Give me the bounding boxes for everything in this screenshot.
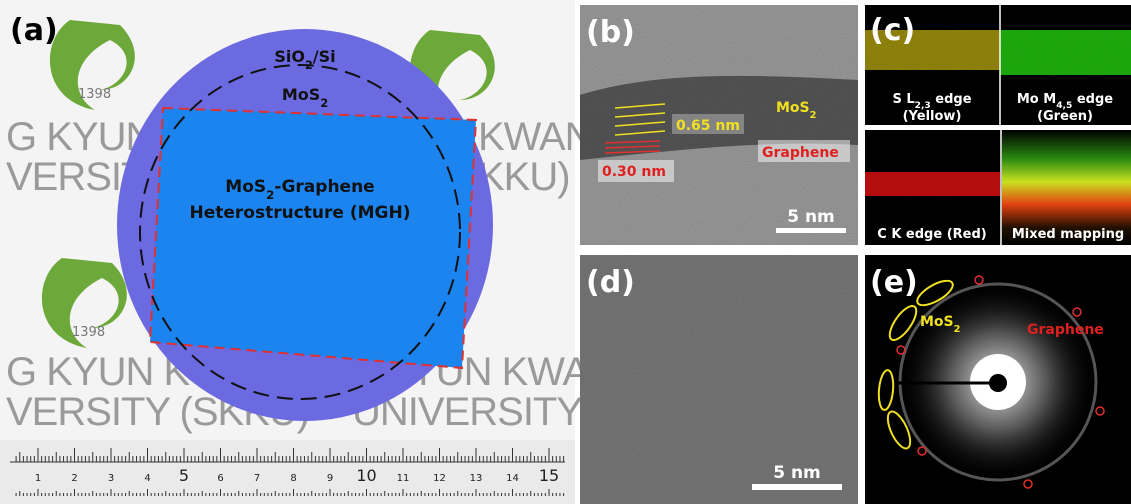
figure: G KYUN K VERSITY KWAN (SKKU) G KYUN KWA …: [0, 0, 1131, 504]
ruler-label: 10: [356, 466, 376, 485]
ruler-label: 2: [71, 473, 77, 484]
watermark: KWAN: [478, 115, 593, 159]
text-part: 2: [810, 110, 817, 121]
scale-bar: [776, 228, 846, 233]
text-part: -Graphene: [274, 177, 374, 197]
edge-label: Mixed mapping: [1012, 227, 1124, 242]
text-part: edge: [931, 92, 972, 107]
panel-label: (c): [870, 13, 915, 48]
ruler-label: 14: [506, 473, 519, 484]
panel-label: (b): [586, 15, 635, 50]
mgh-region: [150, 108, 476, 368]
mgh-label: Heterostructure (MGH): [190, 203, 411, 223]
ruler-label: 11: [397, 473, 410, 484]
logo-year: 1398: [78, 87, 111, 102]
ruler-label: 4: [144, 473, 150, 484]
ruler-label: 6: [217, 473, 223, 484]
text-part: 2: [320, 97, 328, 110]
ruler-label: 7: [254, 473, 260, 484]
text-part: Mo M: [1017, 92, 1056, 107]
ruler-label: 3: [108, 473, 114, 484]
scale-bar: [752, 484, 842, 490]
ruler-label: 15: [539, 466, 559, 485]
text-part: /Si: [313, 47, 336, 66]
spacing-label: 0.30 nm: [602, 164, 666, 180]
edge-label: (Yellow): [903, 109, 962, 124]
text-part: 2: [305, 59, 313, 72]
text-part: 2: [954, 324, 961, 335]
text-part: MoS: [225, 177, 266, 197]
ruler-label: 12: [433, 473, 446, 484]
edge-label: (Green): [1037, 109, 1093, 124]
text-part: edge: [1072, 92, 1113, 107]
panel-label: (e): [870, 265, 918, 300]
panel-label: (d): [586, 265, 635, 300]
ruler-label: 5: [179, 466, 189, 485]
text-part: MoS: [776, 100, 810, 116]
text-part: SiO: [274, 47, 305, 66]
ruler-label: 13: [470, 473, 483, 484]
spacing-label: 0.65 nm: [676, 118, 740, 134]
text-part: MoS: [282, 85, 320, 104]
logo-year: 1398: [72, 325, 105, 340]
scale-label: 5 nm: [787, 207, 835, 227]
scale-label: 5 nm: [773, 463, 821, 483]
text-part: S L: [892, 92, 914, 107]
ruler-label: 8: [290, 473, 296, 484]
graphene-label: Graphene: [762, 145, 839, 161]
text-part: MoS: [920, 314, 954, 330]
graphene-label: Graphene: [1027, 322, 1104, 338]
ruler-label: 9: [327, 473, 333, 484]
ruler-label: 1: [35, 473, 41, 484]
panel-label: (a): [10, 13, 58, 48]
text-part: 2: [266, 188, 274, 202]
edge-label: C K edge (Red): [877, 227, 986, 242]
